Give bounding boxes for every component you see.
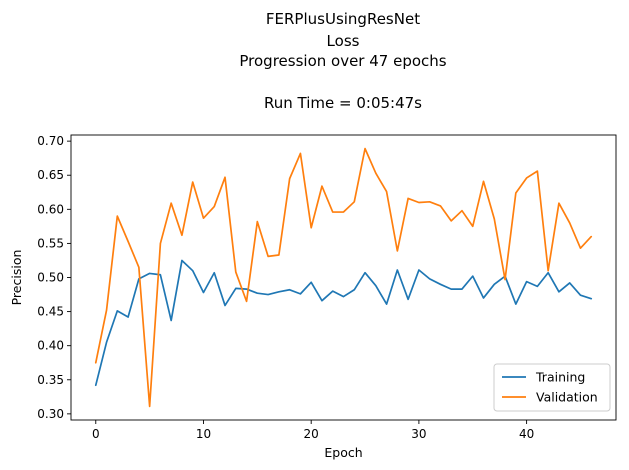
y-tick-label: 0.45 (37, 305, 64, 319)
chart-title: FERPlusUsingResNet Loss Progression over 4… (239, 10, 446, 112)
series-lines (94, 147, 593, 408)
chart-title-line: FERPlusUsingResNet (266, 10, 420, 28)
x-axis-ticks: 0 10 20 30 40 (92, 420, 534, 441)
legend-box (493, 363, 611, 412)
chart-title-line: Loss (327, 32, 360, 50)
y-tick-label: 0.35 (37, 373, 64, 387)
x-tick-label: 10 (196, 427, 211, 441)
x-tick-label: 20 (304, 427, 319, 441)
y-axis-ticks: 0.30 0.35 0.40 0.45 0.50 0.55 0.60 0.65 0.70 (37, 134, 71, 421)
legend-label-training: Training (535, 370, 585, 385)
x-tick-label: 0 (92, 427, 100, 441)
series-line-training (94, 259, 593, 387)
x-tick-label: 40 (519, 427, 534, 441)
x-tick-label: 30 (411, 427, 426, 441)
y-tick-label: 0.55 (37, 236, 64, 250)
y-tick-label: 0.65 (37, 168, 64, 182)
legend: Training Validation (493, 363, 611, 412)
y-tick-label: 0.50 (37, 271, 64, 285)
y-axis-label: Precision (9, 250, 24, 306)
x-axis-label: Epoch (324, 445, 362, 460)
legend-label-validation: Validation (536, 390, 598, 405)
series-line-validation (94, 147, 593, 408)
chart-title-line: Progression over 47 epochs (239, 52, 446, 70)
y-tick-label: 0.40 (37, 339, 64, 353)
y-tick-label: 0.60 (37, 202, 64, 216)
chart-title-line: Run Time = 0:05:47s (264, 94, 422, 112)
y-tick-label: 0.70 (37, 134, 64, 148)
y-tick-label: 0.30 (37, 407, 64, 421)
